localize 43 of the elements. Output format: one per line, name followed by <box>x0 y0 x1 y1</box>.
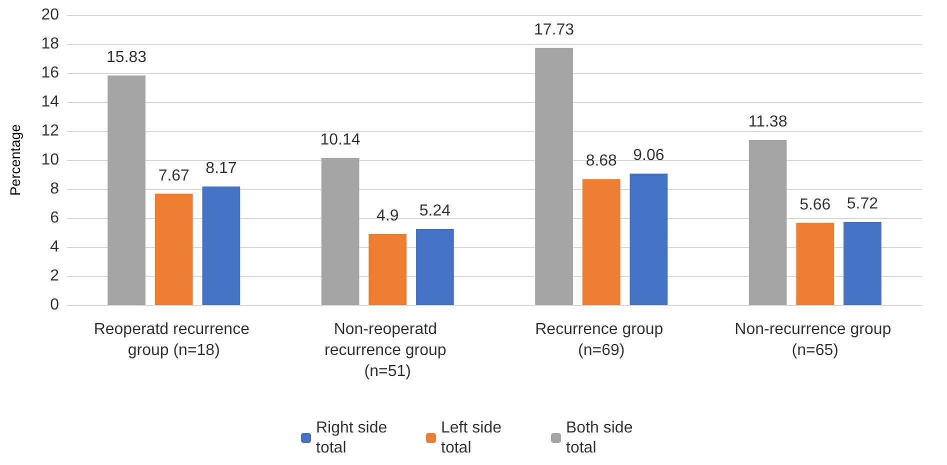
data-label: 9.06 <box>633 147 664 164</box>
y-tick-label: 12 <box>41 122 60 140</box>
y-tick-label: 10 <box>41 152 60 168</box>
y-tick-label: 4 <box>50 238 60 256</box>
data-label: 10.14 <box>320 131 360 148</box>
x-tick-label: Non-recurrence group (n=65) <box>734 321 896 359</box>
legend-label: Right side total <box>316 420 392 456</box>
x-tick-label: Reoperatd recurrence group (n=18) <box>94 321 254 359</box>
data-label: 5.72 <box>846 196 878 213</box>
bar <box>796 222 834 305</box>
data-label: 15.83 <box>106 48 147 66</box>
bar <box>535 48 573 305</box>
bar <box>748 140 787 305</box>
legend-label: Left side total <box>441 420 506 456</box>
bar <box>154 194 193 305</box>
data-label: 7.67 <box>158 167 190 184</box>
y-tick-label: 20 <box>41 6 60 24</box>
bar <box>416 229 454 305</box>
y-tick-label: 8 <box>50 180 60 198</box>
y-tick-label: 16 <box>41 64 60 82</box>
legend-label: Both side total <box>566 420 638 456</box>
y-tick-label: 6 <box>50 210 60 226</box>
data-label: 17.73 <box>534 21 574 38</box>
bar <box>844 222 882 305</box>
y-tick-label: 18 <box>41 36 60 52</box>
data-label: 8.17 <box>206 160 237 178</box>
y-tick-label: 2 <box>50 268 60 284</box>
y-tick-label: 14 <box>41 94 60 110</box>
bar <box>202 186 240 305</box>
bar <box>630 174 668 305</box>
data-label: 11.38 <box>748 113 788 130</box>
x-tick-label: Recurrence group (n=69) <box>535 321 668 359</box>
data-label: 4.9 <box>376 207 399 224</box>
y-axis-title: Percentage <box>7 124 23 196</box>
data-label: 8.68 <box>586 152 618 170</box>
data-label: 5.24 <box>419 202 451 220</box>
data-label: 5.66 <box>800 196 831 214</box>
bar <box>368 234 407 305</box>
y-tick-label: 0 <box>50 296 60 314</box>
x-tick-label: Non-reoperatd recurrence group (n=51) <box>324 321 451 380</box>
bar <box>582 179 620 305</box>
bar <box>108 75 146 305</box>
bar <box>321 158 360 305</box>
